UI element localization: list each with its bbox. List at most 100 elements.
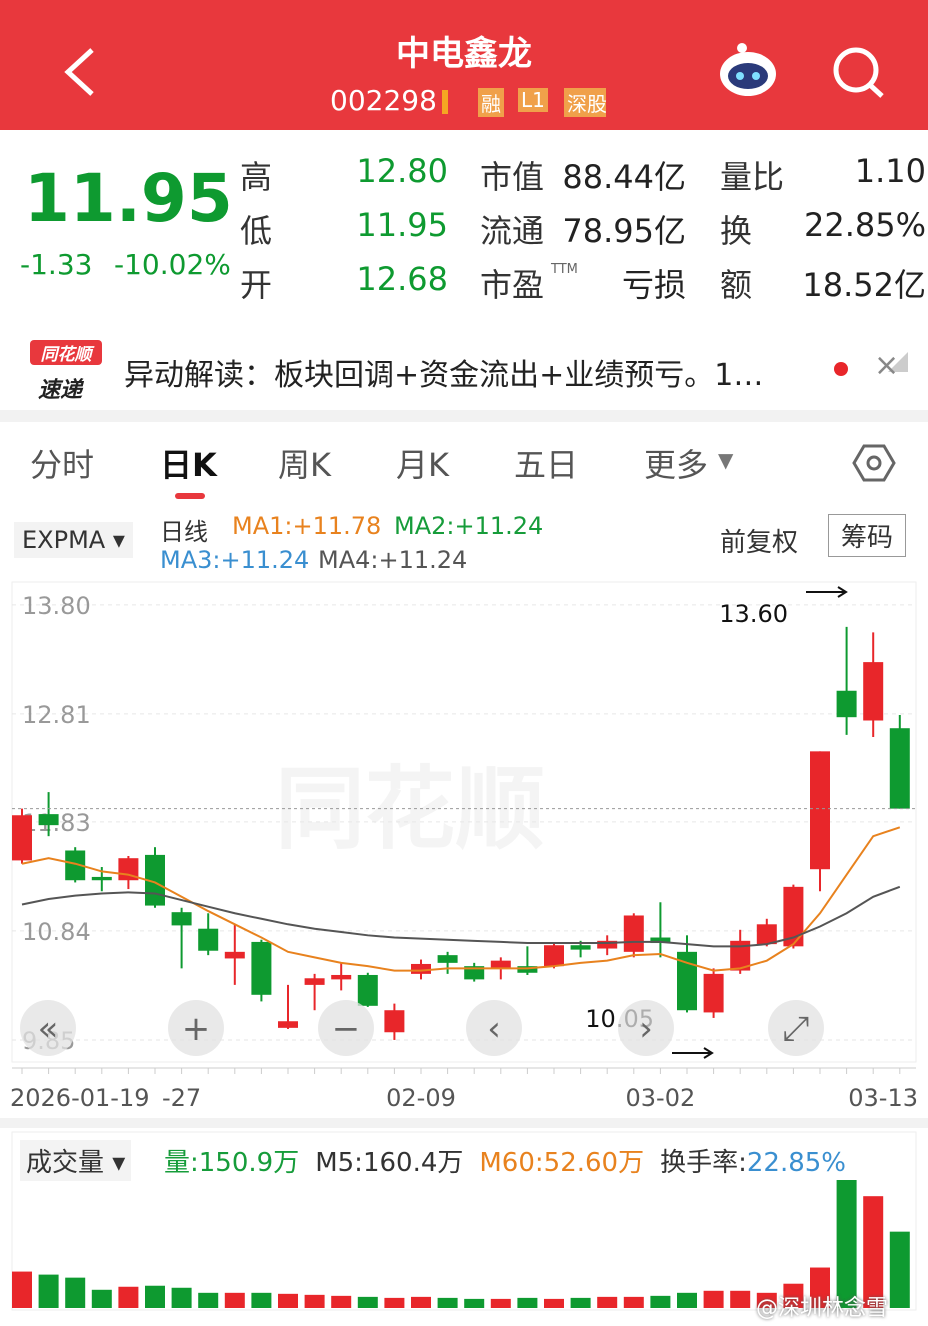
x-tick-label: 03-02 xyxy=(626,1084,696,1112)
assistant-icon[interactable] xyxy=(720,43,776,96)
news-text[interactable]: 异动解读：板块回调+资金流出+业绩预亏。1… xyxy=(124,358,764,393)
ma-line xyxy=(21,826,901,972)
nav-button[interactable] xyxy=(768,1000,824,1056)
volume-bar xyxy=(517,1297,538,1308)
candle-body xyxy=(384,1010,405,1033)
volume-select[interactable]: 成交量 ▾ xyxy=(20,1140,132,1181)
nav-button[interactable] xyxy=(618,1000,674,1056)
corner xyxy=(888,352,908,372)
volume-bar xyxy=(198,1292,219,1308)
close-button[interactable]: × xyxy=(874,348,900,383)
nav-icon: − xyxy=(332,1009,361,1049)
candle-body xyxy=(171,912,192,926)
tag: 融 xyxy=(478,88,504,117)
tab[interactable]: 月K xyxy=(396,446,449,484)
tab[interactable]: 更多 xyxy=(644,446,709,484)
quote-cell: 22.85% xyxy=(803,206,926,244)
candle-body xyxy=(357,974,378,1006)
arrow xyxy=(806,586,848,598)
volume-legend-entry: 22.85% xyxy=(746,1148,846,1178)
nav-button[interactable] xyxy=(318,1000,374,1056)
candle-body xyxy=(224,951,245,959)
legend-entry: MA4:+11.24 xyxy=(318,546,468,574)
volume-bar xyxy=(597,1296,618,1308)
quote-cell: 流通 xyxy=(480,212,545,250)
quote-cell: 换 xyxy=(720,212,753,250)
news-badge: 速递 xyxy=(38,378,83,403)
candle-body xyxy=(91,876,112,881)
tab[interactable]: 五日 xyxy=(514,446,579,484)
candle-body xyxy=(65,850,86,881)
candle-body xyxy=(38,814,59,826)
quote-cell: 12.68 xyxy=(356,260,448,298)
volume-bar xyxy=(464,1298,485,1308)
legend-entry: MA1:+11.78 xyxy=(232,512,382,540)
candle-body xyxy=(464,966,485,980)
indicator-select[interactable]: EXPMA ▾ xyxy=(14,522,133,558)
candle-body xyxy=(490,960,511,969)
volume-bar xyxy=(783,1283,804,1308)
y-tick-label: 10.84 xyxy=(22,918,91,946)
price: 11.95 xyxy=(24,160,233,237)
volume-bar xyxy=(756,1292,777,1308)
volume-bar xyxy=(703,1290,724,1308)
candle-body xyxy=(517,966,538,973)
volume-legend-entry: 换手率: xyxy=(660,1148,747,1178)
candle-body xyxy=(836,690,857,718)
ttm: TTM xyxy=(551,262,578,277)
quote-cell: 88.44亿 xyxy=(562,158,686,196)
candle-body xyxy=(278,1021,298,1028)
volume-legend: 量:150.9万 M5:160.4万 M60:52.60万 换手率:22.85% xyxy=(164,1142,862,1179)
x-tick-label: -27 xyxy=(162,1084,201,1112)
quote-cell: 额 xyxy=(720,266,753,304)
candle-body xyxy=(650,937,671,944)
x-tick-label: 2026-01-19 xyxy=(10,1084,149,1112)
y-tick-label: 13.80 xyxy=(22,592,91,620)
tab[interactable]: 日K xyxy=(160,446,217,484)
tab[interactable]: 分时 xyxy=(30,446,95,484)
arrow xyxy=(672,1047,714,1059)
volume-title: 成交量 xyxy=(26,1148,105,1178)
quote-cell: 市盈 xyxy=(480,266,545,304)
volume-bar xyxy=(12,1271,32,1308)
tab[interactable]: 周K xyxy=(278,446,331,484)
nav-button[interactable] xyxy=(466,1000,522,1056)
x-tick-label: 03-13 xyxy=(848,1084,918,1112)
search-icon[interactable] xyxy=(833,47,884,98)
volume-bar xyxy=(650,1295,671,1308)
volume-bar xyxy=(171,1287,192,1308)
volume-bar xyxy=(863,1196,884,1308)
quote-cell: 量比 xyxy=(720,158,785,196)
volume-bar xyxy=(623,1296,644,1308)
candle-body xyxy=(703,973,724,1013)
settings-icon[interactable] xyxy=(852,444,896,482)
nav-button[interactable] xyxy=(20,1000,76,1056)
adjust[interactable]: 前复权 xyxy=(720,528,799,558)
tag: L1 xyxy=(518,88,548,112)
candle-body xyxy=(544,945,564,967)
volume-bar xyxy=(38,1274,59,1308)
volume-bar xyxy=(145,1285,165,1308)
period: 日线 xyxy=(160,518,208,546)
volume-bar xyxy=(65,1277,86,1308)
quote-cell: 18.52亿 xyxy=(802,266,926,304)
nav-icon: ‹ xyxy=(487,1009,501,1049)
news-badge: 同花顺 xyxy=(30,340,102,365)
candle-body xyxy=(251,941,272,995)
x-tick-label: 02-09 xyxy=(386,1084,456,1112)
back-icon[interactable] xyxy=(64,48,94,96)
volume-bar xyxy=(304,1294,325,1308)
chips-button[interactable]: 筹码 xyxy=(828,514,907,557)
volume-bar xyxy=(331,1295,352,1308)
nav-button[interactable] xyxy=(168,1000,224,1056)
indicator: EXPMA xyxy=(22,526,106,554)
quote-cell: 市值 xyxy=(480,158,545,196)
candle-body xyxy=(570,945,591,950)
y-tick-label: 12.81 xyxy=(22,701,91,729)
volume-bar xyxy=(278,1293,298,1308)
volume-bar xyxy=(570,1297,591,1308)
nav-icon: › xyxy=(639,1009,653,1049)
dot xyxy=(834,362,848,376)
